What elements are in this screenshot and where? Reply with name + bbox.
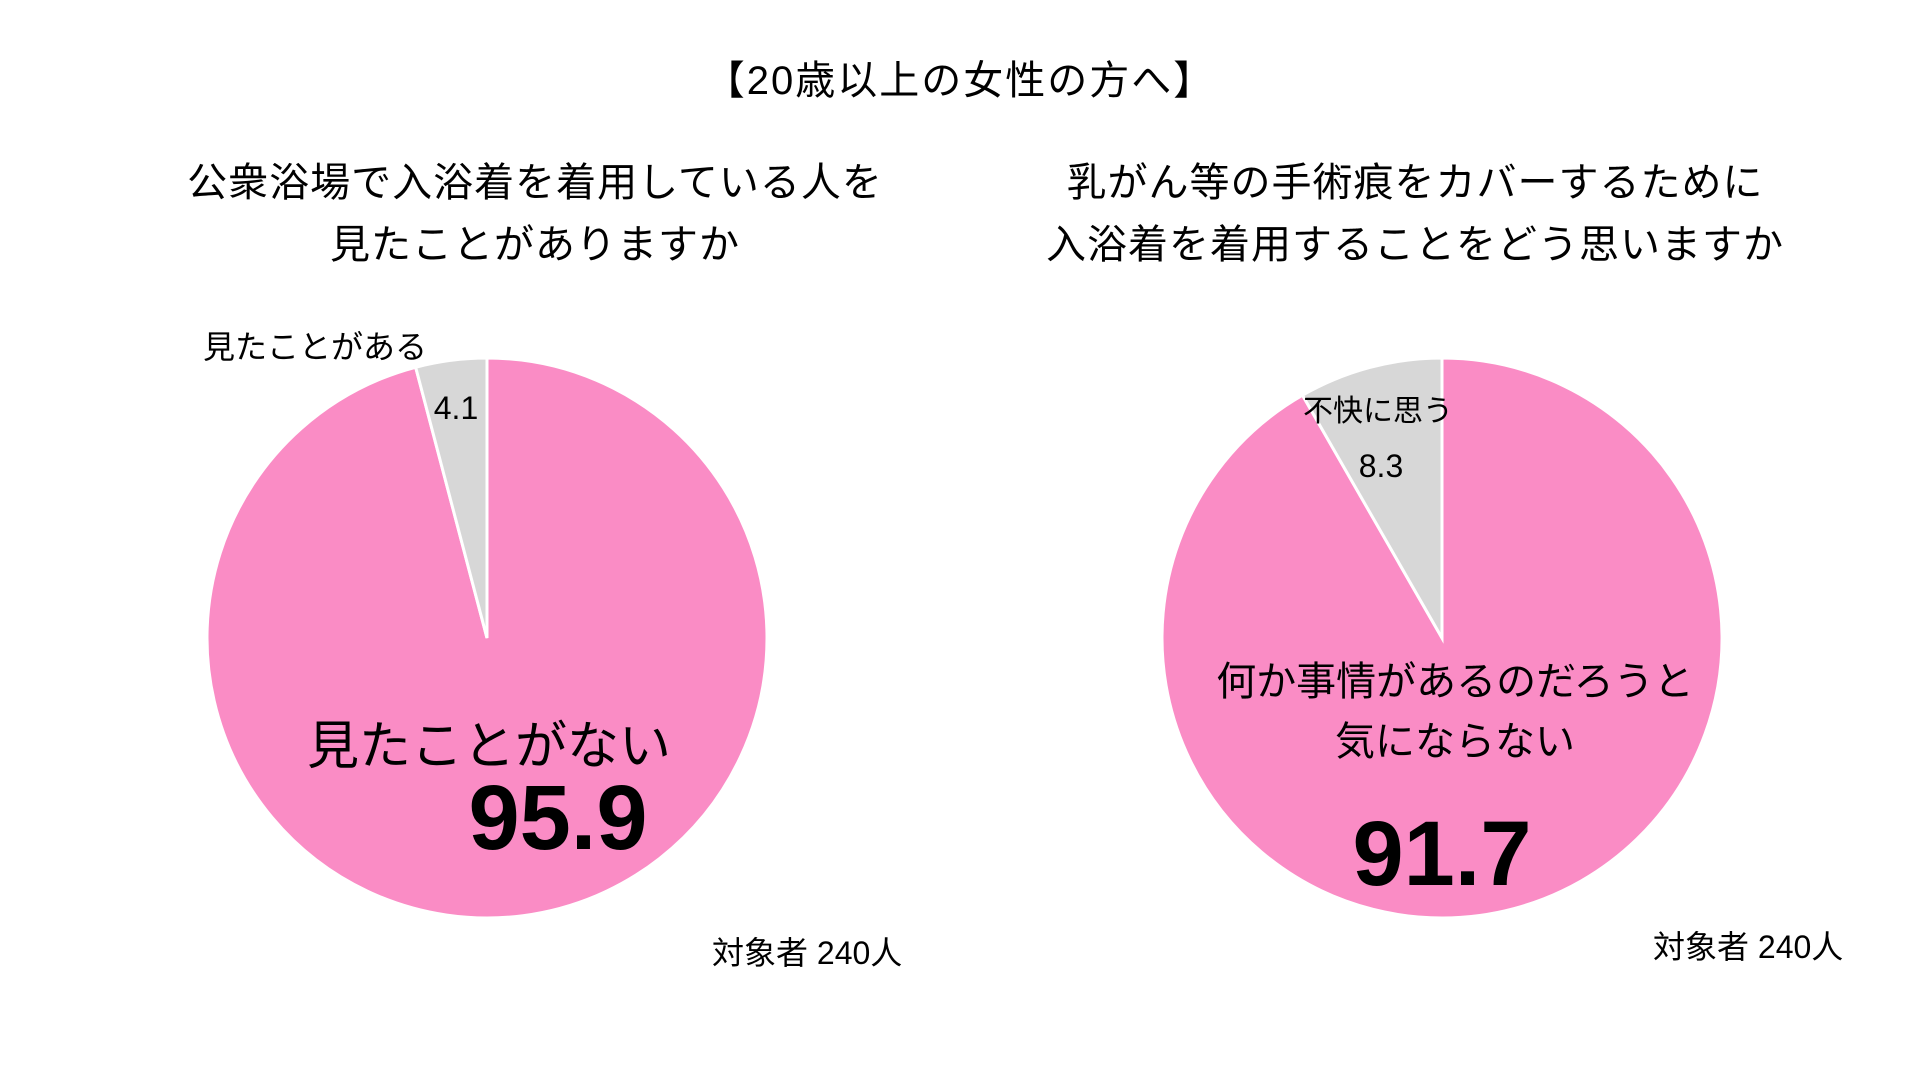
left-major-slice-value: 95.9 [468, 767, 648, 869]
pie-slice-不快に思う [1300, 356, 1444, 644]
right-minor-slice-label: 不快に思う [1303, 395, 1453, 428]
left-major-slice-label: 見たことがない [306, 718, 671, 776]
right-pie-chart [1160, 356, 1724, 920]
left-chart-title-line2: 見たことがありますか [330, 223, 740, 267]
left-sample-size: 対象者 240人 [712, 935, 903, 971]
right-sample-size: 対象者 240人 [1653, 929, 1844, 965]
right-major-slice-label-line2: 気にならない [1335, 720, 1575, 764]
right-chart-title-line2: 入浴着を着用することをどう思いますか [1046, 223, 1784, 267]
right-major-slice-value: 91.7 [1352, 803, 1532, 905]
right-major-slice-label: 何か事情があるのだろうと 気にならない [1082, 652, 1828, 772]
right-minor-slice-value: 8.3 [1358, 448, 1404, 484]
page-title: 【20歳以上の女性の方へ】 [704, 59, 1216, 103]
right-chart-title: 乳がん等の手術痕をカバーするために 入浴着を着用することをどう思いますか [1015, 152, 1815, 276]
left-pie-chart [205, 356, 769, 920]
left-chart-title: 公衆浴場で入浴着を着用している人を 見たことがありますか [135, 152, 935, 276]
left-minor-slice-label: 見たことがある [203, 329, 428, 365]
pie-slice-見たことがある [413, 356, 489, 639]
left-chart-title-line1: 公衆浴場で入浴着を着用している人を [187, 161, 883, 205]
right-major-slice-label-line1: 何か事情があるのだろうと [1216, 660, 1694, 704]
left-minor-slice-value: 4.1 [433, 390, 479, 426]
right-chart-title-line1: 乳がん等の手術痕をカバーするために [1066, 161, 1764, 205]
